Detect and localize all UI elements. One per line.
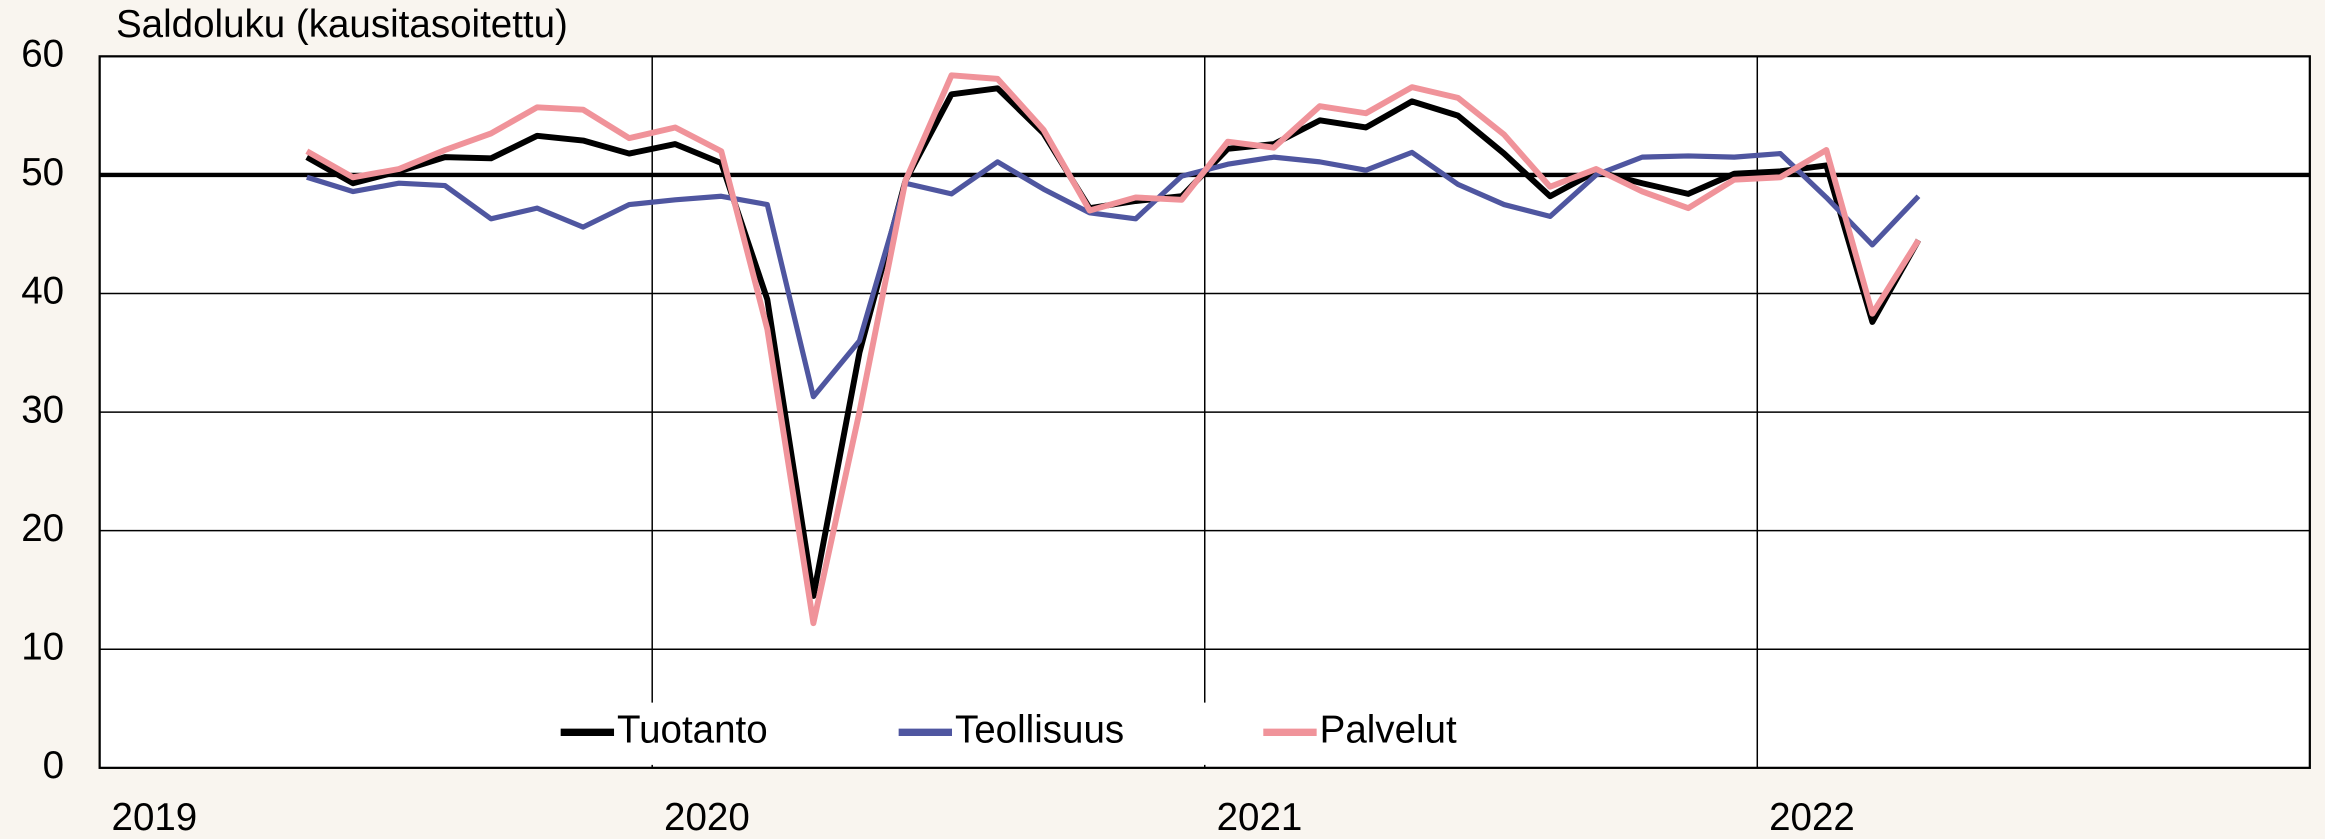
x-tick-label: 2019 <box>112 796 198 839</box>
y-tick-label: 10 <box>21 625 64 668</box>
y-tick-label: 40 <box>21 270 64 313</box>
plot-border <box>98 55 2311 769</box>
legend-background <box>548 702 1498 765</box>
y-tick-label: 0 <box>43 744 64 787</box>
legend-label: Tuotanto <box>617 708 768 751</box>
legend-label: Palvelut <box>1320 708 1457 751</box>
chart-title: Saldoluku (kausitasoitettu) <box>116 3 568 46</box>
x-tick-label: 2022 <box>1769 796 1855 839</box>
y-tick-label: 60 <box>21 33 64 76</box>
x-tick-label: 2021 <box>1217 796 1303 839</box>
y-tick-label: 50 <box>21 151 64 194</box>
y-tick-label: 30 <box>21 388 64 431</box>
legend-label: Teollisuus <box>955 708 1124 751</box>
series-line <box>306 149 1921 400</box>
series-line <box>305 72 1921 627</box>
y-tick-label: 20 <box>21 507 64 550</box>
x-tick-label: 2020 <box>664 796 750 839</box>
